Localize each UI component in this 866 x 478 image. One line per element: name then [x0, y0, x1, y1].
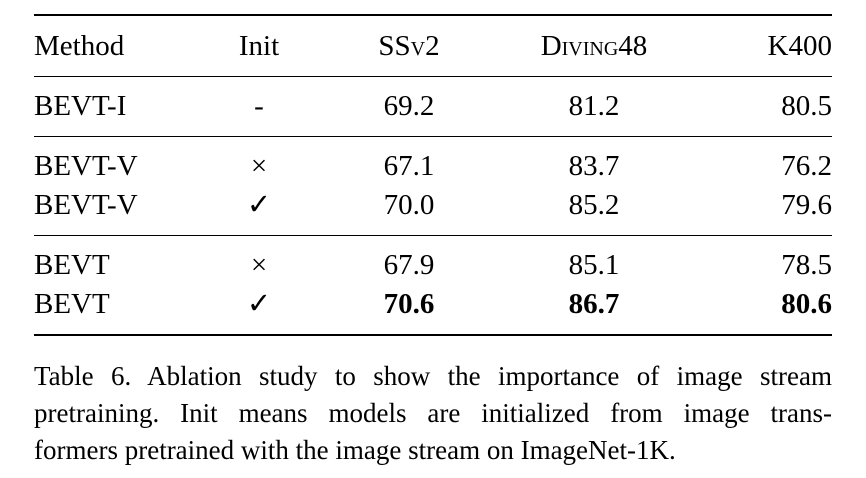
- header-init: Init: [238, 29, 280, 62]
- cell-method: BEVT-I: [34, 90, 127, 122]
- cell-init: -: [254, 90, 264, 122]
- cell-ssv2: 67.9: [383, 249, 435, 281]
- table-row: BEVT-V ✓ 70.0 85.2 79.6: [34, 186, 832, 236]
- header-ssv2: SSv2: [378, 29, 440, 62]
- caption-line: pretraining. Init means models are initi…: [34, 398, 832, 428]
- cell-diving48: 81.2: [568, 90, 620, 122]
- cell-method: BEVT: [34, 288, 110, 320]
- caption-line: formers pretrained with the image stream…: [34, 435, 676, 465]
- header-method: Method: [34, 29, 125, 62]
- cell-init: ✓: [246, 288, 272, 320]
- cell-ssv2-best: 70.6: [383, 288, 435, 320]
- cell-k400: 78.5: [781, 249, 832, 281]
- cell-ssv2: 70.0: [383, 189, 435, 221]
- cell-k400: 79.6: [781, 189, 832, 221]
- cell-k400: 76.2: [781, 150, 832, 182]
- cell-k400-best: 80.6: [781, 288, 832, 320]
- table-caption: Table 6. Ablation study to show the impo…: [34, 358, 832, 469]
- cell-method: BEVT: [34, 249, 110, 281]
- table-row: BEVT-V × 67.1 83.7 76.2: [34, 136, 832, 187]
- header-diving48: Diving48: [540, 29, 648, 62]
- caption-line: Table 6. Ablation study to show the impo…: [34, 361, 832, 391]
- cell-method: BEVT-V: [34, 150, 138, 182]
- cell-diving48-best: 86.7: [568, 288, 620, 320]
- header-k400: K400: [767, 29, 832, 62]
- cell-ssv2: 67.1: [383, 150, 435, 182]
- cell-diving48: 85.1: [568, 249, 620, 281]
- cell-method: BEVT-V: [34, 189, 138, 221]
- cell-init: ✓: [246, 189, 272, 221]
- cell-init: ×: [250, 150, 268, 182]
- ablation-table: Method Init SSv2 Diving48 K400 BEVT-I - …: [34, 14, 832, 336]
- cell-init: ×: [250, 249, 268, 281]
- table-row: BEVT ✓ 70.6 86.7 80.6: [34, 285, 832, 335]
- cell-diving48: 83.7: [568, 150, 620, 182]
- cell-k400: 80.5: [781, 90, 832, 122]
- table-row: BEVT-I - 69.2 81.2 80.5: [34, 76, 832, 137]
- cell-diving48: 85.2: [568, 189, 620, 221]
- table-header-row: Method Init SSv2 Diving48 K400: [34, 15, 832, 77]
- cell-ssv2: 69.2: [383, 90, 435, 122]
- table-row: BEVT × 67.9 85.1 78.5: [34, 235, 832, 286]
- ablation-table-container: Method Init SSv2 Diving48 K400 BEVT-I - …: [34, 14, 832, 336]
